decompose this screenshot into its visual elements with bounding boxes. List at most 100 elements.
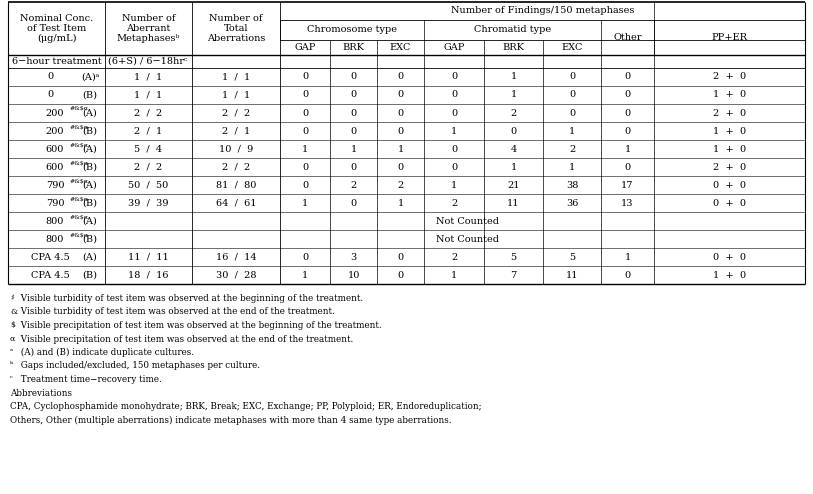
- Text: #&$α: #&$α: [70, 161, 89, 165]
- Text: 1  +  0: 1 + 0: [713, 90, 746, 99]
- Text: 1  +  0: 1 + 0: [713, 145, 746, 154]
- Text: 64  /  61: 64 / 61: [215, 199, 256, 207]
- Text: 0: 0: [47, 90, 53, 99]
- Text: 0: 0: [624, 73, 631, 82]
- Text: 0: 0: [302, 252, 308, 261]
- Text: 11: 11: [566, 271, 578, 280]
- Text: 1  /  1: 1 / 1: [222, 73, 250, 82]
- Text: Other: Other: [613, 33, 641, 42]
- Text: 200: 200: [46, 126, 64, 135]
- Text: 2: 2: [451, 199, 457, 207]
- Text: 2  /  2: 2 / 2: [222, 163, 250, 171]
- Text: 11  /  11: 11 / 11: [128, 252, 169, 261]
- Text: 0: 0: [451, 90, 457, 99]
- Text: 4: 4: [511, 145, 516, 154]
- Text: 0: 0: [451, 145, 457, 154]
- Text: #&$α: #&$α: [70, 178, 89, 183]
- Text: 1  /  1: 1 / 1: [222, 90, 250, 99]
- Text: #&$α: #&$α: [70, 214, 89, 219]
- Text: 2  /  2: 2 / 2: [134, 109, 163, 118]
- Text: (A): (A): [83, 252, 98, 261]
- Text: 1  /  1: 1 / 1: [134, 90, 163, 99]
- Text: $: $: [10, 321, 15, 329]
- Text: 0: 0: [302, 90, 308, 99]
- Text: Treatment time−recovery time.: Treatment time−recovery time.: [18, 375, 162, 384]
- Text: 0: 0: [569, 109, 575, 118]
- Text: #&$α: #&$α: [70, 107, 89, 112]
- Text: 2  /  1: 2 / 1: [222, 126, 250, 135]
- Text: #&$α: #&$α: [70, 233, 89, 238]
- Text: 0: 0: [624, 90, 631, 99]
- Text: ᵇ: ᵇ: [10, 362, 13, 370]
- Text: (B): (B): [82, 126, 98, 135]
- Text: 1  +  0: 1 + 0: [713, 271, 746, 280]
- Text: 0: 0: [398, 90, 403, 99]
- Text: 2  /  2: 2 / 2: [134, 163, 163, 171]
- Text: 1: 1: [511, 163, 516, 171]
- Text: 2  +  0: 2 + 0: [713, 163, 746, 171]
- Text: (A): (A): [83, 216, 98, 225]
- Text: 0: 0: [398, 126, 403, 135]
- Text: 11: 11: [507, 199, 520, 207]
- Text: 0: 0: [624, 126, 631, 135]
- Text: 1: 1: [350, 145, 357, 154]
- Text: 81  /  80: 81 / 80: [215, 180, 256, 190]
- Text: (A)ᵃ: (A)ᵃ: [80, 73, 99, 82]
- Text: 0: 0: [47, 73, 53, 82]
- Text: Gaps included/excluded, 150 metaphases per culture.: Gaps included/excluded, 150 metaphases p…: [18, 362, 260, 370]
- Text: 16  /  14: 16 / 14: [215, 252, 256, 261]
- Text: Chromosome type: Chromosome type: [307, 26, 397, 35]
- Text: 0: 0: [302, 163, 308, 171]
- Text: 5  /  4: 5 / 4: [134, 145, 163, 154]
- Text: PP+ER: PP+ER: [711, 33, 747, 42]
- Text: 1: 1: [302, 199, 308, 207]
- Text: 0: 0: [398, 73, 403, 82]
- Text: BRK: BRK: [502, 43, 524, 52]
- Text: 10  /  9: 10 / 9: [219, 145, 253, 154]
- Text: 0: 0: [350, 199, 357, 207]
- Text: 0: 0: [350, 163, 357, 171]
- Text: EXC: EXC: [389, 43, 411, 52]
- Text: 1: 1: [451, 126, 457, 135]
- Text: 0: 0: [624, 163, 631, 171]
- Text: 1: 1: [569, 126, 575, 135]
- Text: (B): (B): [82, 235, 98, 244]
- Text: #&$α: #&$α: [70, 124, 89, 129]
- Text: α: α: [10, 334, 15, 342]
- Text: #&$α: #&$α: [70, 142, 89, 148]
- Text: 13: 13: [621, 199, 634, 207]
- Text: Not Counted: Not Counted: [436, 235, 498, 244]
- Text: 50  /  50: 50 / 50: [128, 180, 168, 190]
- Text: 0: 0: [302, 73, 308, 82]
- Text: 5: 5: [569, 252, 575, 261]
- Text: 38: 38: [566, 180, 578, 190]
- Text: 1: 1: [398, 199, 403, 207]
- Text: 5: 5: [511, 252, 516, 261]
- Text: 0: 0: [302, 126, 308, 135]
- Text: 0  +  0: 0 + 0: [713, 199, 746, 207]
- Text: 2: 2: [451, 252, 457, 261]
- Text: 36: 36: [566, 199, 578, 207]
- Text: 0: 0: [511, 126, 516, 135]
- Text: 0: 0: [451, 163, 457, 171]
- Text: 10: 10: [347, 271, 359, 280]
- Text: GAP: GAP: [443, 43, 465, 52]
- Text: 1: 1: [302, 145, 308, 154]
- Text: (B): (B): [82, 163, 98, 171]
- Text: 0: 0: [398, 109, 403, 118]
- Text: 0: 0: [569, 90, 575, 99]
- Text: 1: 1: [569, 163, 575, 171]
- Text: &: &: [10, 307, 17, 316]
- Text: #&$α: #&$α: [70, 197, 89, 202]
- Text: 7: 7: [511, 271, 516, 280]
- Text: EXC: EXC: [561, 43, 583, 52]
- Text: 2: 2: [398, 180, 403, 190]
- Text: Abbreviations: Abbreviations: [10, 388, 72, 398]
- Text: 1  /  1: 1 / 1: [134, 73, 163, 82]
- Text: Not Counted: Not Counted: [436, 216, 498, 225]
- Text: 1: 1: [451, 180, 457, 190]
- Text: CPA, Cyclophosphamide monohydrate; BRK, Break; EXC, Exchange; PP, Polyploid; ER,: CPA, Cyclophosphamide monohydrate; BRK, …: [10, 402, 481, 411]
- Text: 0: 0: [350, 90, 357, 99]
- Text: 2  /  1: 2 / 1: [134, 126, 163, 135]
- Text: BRK: BRK: [342, 43, 364, 52]
